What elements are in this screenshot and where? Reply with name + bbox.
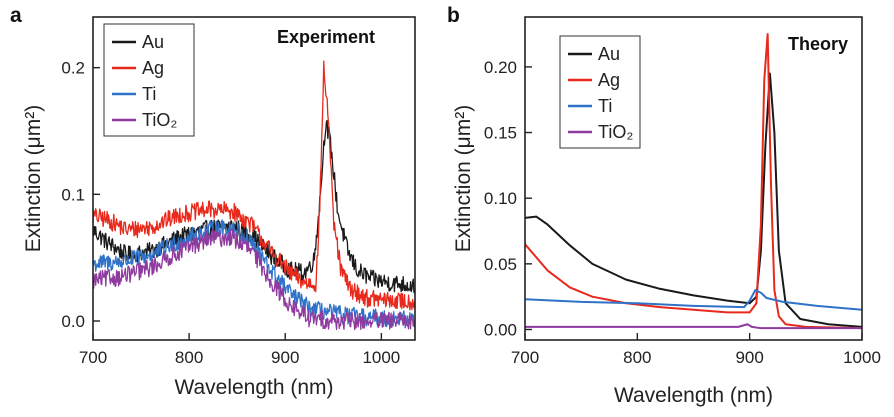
x-tick-label-a-0: 700 (79, 348, 107, 367)
y-tick-label-b-4: 0.20 (484, 58, 517, 77)
series-line-b-2 (525, 289, 862, 311)
panel-title-a: Experiment (277, 27, 375, 47)
legend-label-b-3: TiO₂ (598, 122, 633, 142)
y-tick-label-b-3: 0.15 (484, 124, 517, 143)
series-line-b-0 (525, 72, 862, 328)
series-line-a-3 (93, 228, 415, 331)
x-tick-label-a-3: 1000 (362, 348, 400, 367)
y-axis-label-b: Extinction (μm²) (452, 105, 475, 252)
series-line-a-2 (93, 219, 415, 329)
legend-label-b-1: Ag (598, 70, 620, 90)
series-line-a-1 (93, 60, 415, 311)
panel-title-b: Theory (788, 34, 848, 54)
plot-frame-a (92, 16, 416, 341)
y-tick-label-b-0: 0.00 (484, 320, 517, 339)
x-tick-label-b-2: 900 (735, 348, 763, 367)
x-tick-label-a-2: 900 (271, 348, 299, 367)
legend-label-a-1: Ag (142, 58, 164, 78)
y-tick-label-b-1: 0.05 (484, 255, 517, 274)
legend-a: Au Ag Ti TiO₂ (103, 23, 195, 137)
x-tick-label-b-0: 700 (511, 348, 539, 367)
legend-label-b-0: Au (598, 44, 620, 64)
y-tick-label-b-2: 0.10 (484, 189, 517, 208)
x-tick-label-b-1: 800 (623, 348, 651, 367)
legend-label-b-2: Ti (598, 96, 612, 116)
x-tick-label-a-1: 800 (175, 348, 203, 367)
y-axis-label-a: Extinction (μm²) (22, 105, 45, 252)
x-axis-label-a: Wavelength (nm) (174, 376, 333, 399)
y-tick-label-a-0: 0.0 (61, 312, 85, 331)
x-axis-label-b: Wavelength (nm) (614, 384, 773, 407)
chart-panel-a: 700 800 900 1000 0.0 0.1 0.2 Wavelength (nm) Ext… (10, 4, 416, 399)
x-tick-label-b-3: 1000 (843, 348, 881, 367)
chart-panel-b: 700 800 900 1000 0.00 0.05 0.10 0.15 0.20 Wavelen… (447, 4, 881, 407)
series-line-b-1 (525, 33, 862, 330)
series-line-b-3 (525, 323, 862, 330)
legend-label-a-2: Ti (142, 84, 156, 104)
y-tick-label-a-1: 0.1 (61, 185, 85, 204)
panel-label-b: b (447, 4, 460, 27)
legend-label-a-0: Au (142, 32, 164, 52)
panel-label-a: a (10, 4, 22, 27)
y-tick-label-a-2: 0.2 (61, 59, 85, 78)
legend-b: Au Ag Ti TiO₂ (559, 35, 641, 149)
plot-frame-b (524, 16, 863, 341)
legend-label-a-3: TiO₂ (142, 110, 177, 130)
